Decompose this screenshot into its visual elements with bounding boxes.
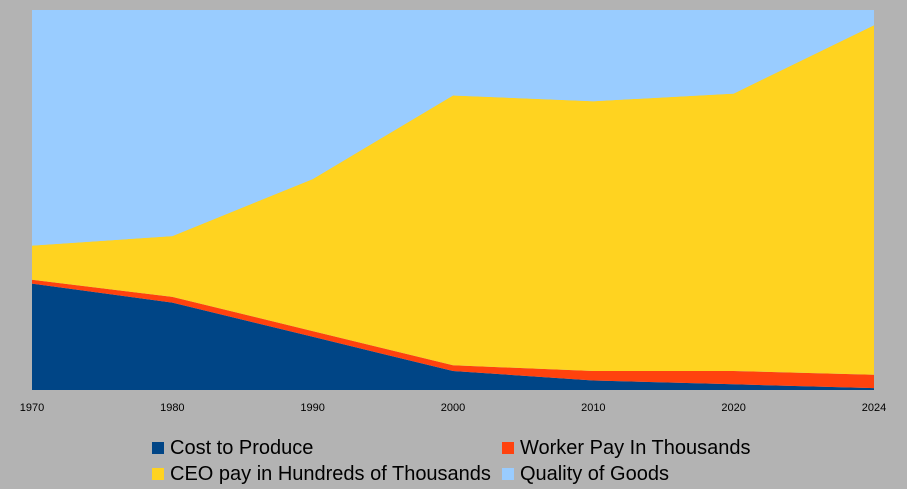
legend-item-worker-pay: Worker Pay In Thousands — [502, 436, 802, 460]
legend-label: Cost to Produce — [170, 436, 314, 459]
legend-swatch — [152, 468, 164, 480]
x-tick-label: 1970 — [20, 402, 44, 414]
x-axis-tick-labels: 1970 1980 1990 2000 2010 2020 2024 — [20, 402, 886, 414]
legend: Cost to Produce Worker Pay In Thousands … — [152, 436, 802, 486]
stacked-area-chart: 1970 1980 1990 2000 2010 2020 2024 — [20, 10, 886, 414]
x-tick-label: 2010 — [581, 402, 605, 414]
x-tick-label: 2020 — [721, 402, 745, 414]
x-tick-label: 1980 — [160, 402, 184, 414]
x-tick-label: 1990 — [300, 402, 324, 414]
area-series-quality-of-goods — [32, 10, 874, 246]
legend-swatch — [502, 442, 514, 454]
area-series-worker-pay-in-thousands — [32, 279, 874, 389]
legend-label: Quality of Goods — [520, 462, 669, 485]
area-series-ceo-pay-in-hundreds-of-thousands — [32, 25, 874, 375]
legend-label: Worker Pay In Thousands — [520, 436, 751, 459]
legend-item-cost-to-produce: Cost to Produce — [152, 436, 502, 460]
x-tick-label: 2024 — [862, 402, 886, 414]
x-tick-label: 2000 — [441, 402, 465, 414]
area-series-cost-to-produce — [32, 283, 874, 390]
legend-item-quality-of-goods: Quality of Goods — [502, 462, 802, 486]
legend-item-ceo-pay: CEO pay in Hundreds of Thousands — [152, 462, 502, 486]
legend-swatch — [502, 468, 514, 480]
area-layer — [32, 10, 874, 390]
legend-label: CEO pay in Hundreds of Thousands — [170, 462, 491, 485]
legend-swatch — [152, 442, 164, 454]
